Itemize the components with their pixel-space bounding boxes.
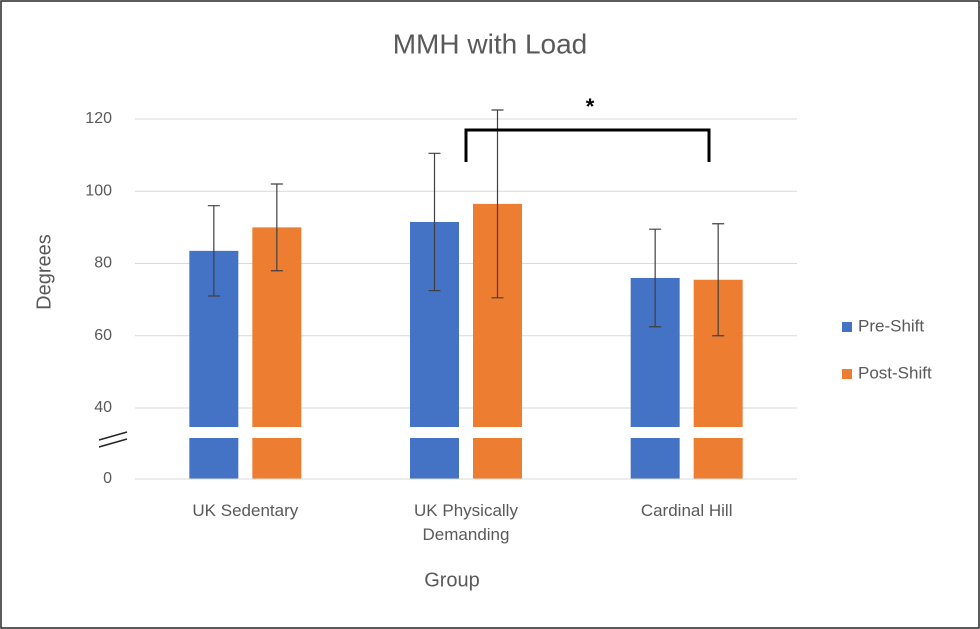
legend-label: Post-Shift xyxy=(858,363,932,382)
error-bar xyxy=(207,205,220,297)
error-bar xyxy=(649,228,662,328)
x-tick-label: UK Sedentary xyxy=(192,501,299,520)
significance-bracket xyxy=(464,128,711,162)
x-tick-label: UK Physically Demanding xyxy=(414,501,518,544)
axis-break-symbol xyxy=(98,438,128,448)
legend-swatch xyxy=(842,322,852,332)
y-tick-label: 0 xyxy=(103,470,112,487)
x-tick-label: Cardinal Hill xyxy=(640,501,733,520)
significance-marker: * xyxy=(586,94,595,119)
error-bar xyxy=(491,109,504,299)
plot-area: 0 40 60 80 100 120 Pre-Shift Post-Shift xyxy=(85,109,932,487)
legend-swatch xyxy=(842,369,852,379)
axis-break-symbol xyxy=(98,431,128,441)
error-bar xyxy=(428,152,441,292)
y-tick-label: 40 xyxy=(94,399,112,416)
error-bar xyxy=(270,183,283,272)
y-tick-label: 80 xyxy=(94,255,112,272)
y-axis-title: Degrees xyxy=(33,234,55,310)
error-bar xyxy=(712,223,725,337)
legend-label: Pre-Shift xyxy=(858,316,924,335)
chart-title: MMH with Load xyxy=(393,28,588,59)
y-tick-label: 120 xyxy=(85,110,112,127)
x-axis-title: Group xyxy=(424,569,480,591)
y-tick-label: 60 xyxy=(94,327,112,344)
axis-break-gap xyxy=(135,427,797,438)
y-tick-label: 100 xyxy=(85,182,112,199)
